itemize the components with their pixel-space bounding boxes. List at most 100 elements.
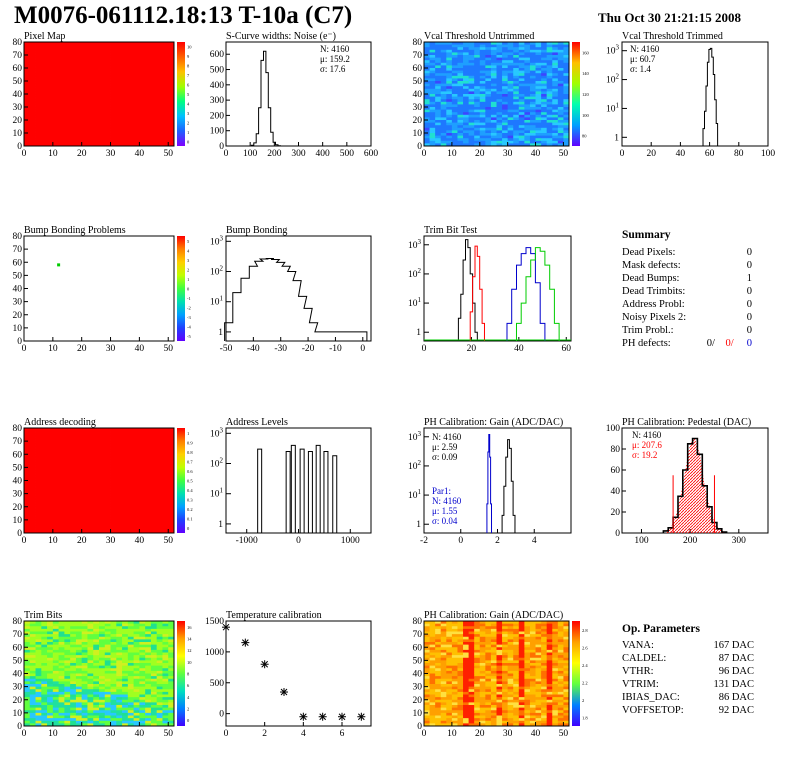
heatmap-cell (24, 634, 31, 638)
heatmap-cell (507, 86, 514, 90)
heatmap-cell (35, 660, 42, 664)
heatmap-cell (52, 655, 60, 659)
heatmap-cell (93, 697, 100, 701)
heatmap-cell (104, 628, 111, 632)
heatmap-cell (81, 670, 88, 674)
heatmap-cell (93, 88, 100, 92)
heatmap-cell (552, 127, 559, 131)
heatmap-cell (563, 55, 570, 58)
heatmap-cell (145, 501, 152, 505)
heatmap-cell (52, 42, 60, 45)
heatmap-cell (463, 114, 470, 118)
heatmap-cell (41, 498, 48, 502)
heatmap-cell (496, 699, 503, 703)
heatmap-cell (162, 464, 169, 468)
heatmap-cell (47, 517, 54, 521)
heatmap-cell (64, 101, 71, 105)
heatmap-cell (70, 715, 77, 719)
heatmap-cell (162, 644, 169, 648)
heatmap-cell (99, 94, 106, 97)
heatmap-cell (541, 143, 548, 147)
x-tick-label: 0 (422, 149, 427, 159)
heatmap-cell (116, 104, 123, 108)
heatmap-cell (451, 626, 458, 630)
heatmap-cell (541, 99, 548, 103)
heatmap-cell (104, 634, 111, 638)
heatmap-cell (563, 42, 570, 45)
heatmap-cell (429, 83, 436, 87)
heatmap-cell (139, 109, 146, 113)
heatmap-cell (133, 438, 140, 442)
z-tick-label: 0 (187, 526, 190, 531)
heatmap-cell (435, 94, 442, 97)
heatmap-cell (440, 47, 447, 51)
heatmap-cell (496, 135, 503, 139)
heatmap-cell (496, 130, 503, 134)
heatmap-cell (485, 678, 492, 682)
heatmap-cell (41, 133, 48, 136)
heatmap-cell (518, 122, 525, 126)
heatmap-cell (156, 491, 163, 495)
heatmap-cell (168, 723, 175, 727)
heatmap-cell (485, 649, 492, 653)
heatmap-cell (64, 710, 71, 714)
heatmap-cell (133, 649, 140, 653)
heatmap-cell (156, 451, 163, 455)
z-tick-label: 100 (582, 113, 590, 118)
heatmap-cell (104, 94, 111, 97)
heatmap-cell (145, 626, 152, 630)
heatmap-cell (81, 634, 88, 638)
heatmap-cell (435, 660, 442, 664)
heatmap-cell (435, 127, 442, 131)
heatmap-cell (104, 68, 111, 71)
heatmap-cell (87, 117, 94, 121)
heatmap-cell (529, 62, 536, 66)
heatmap-cell (47, 642, 54, 646)
heatmap-cell (150, 702, 158, 706)
heatmap-cell (546, 70, 553, 74)
heatmap-cell (70, 42, 77, 45)
heatmap-cell (145, 504, 152, 508)
heatmap-cell (64, 636, 71, 640)
heatmap-cell (127, 705, 135, 709)
heatmap-cell (468, 705, 475, 709)
heatmap-cell (41, 99, 48, 103)
heatmap-cell (502, 122, 509, 126)
x-tick-label: 30 (106, 536, 116, 546)
heatmap-cell (133, 525, 140, 529)
heatmap-cell (70, 634, 77, 638)
heatmap-cell (47, 514, 54, 518)
heatmap-cell (457, 62, 464, 66)
heatmap-cell (104, 81, 111, 84)
y-tick-label: 50 (13, 271, 23, 281)
heatmap-cell (35, 483, 42, 487)
heatmap-cell (116, 483, 123, 487)
heatmap-cell (552, 125, 559, 129)
heatmap-cell (490, 694, 497, 698)
heatmap-cell (29, 91, 36, 95)
heatmap-cell (110, 456, 117, 460)
heatmap-cell (513, 135, 520, 139)
heatmap-cell (139, 467, 146, 471)
heatmap-cell (535, 65, 542, 69)
heatmap-cell (47, 446, 54, 450)
heatmap-cell (440, 634, 447, 638)
heatmap-cell (435, 138, 442, 142)
heatmap-cell (440, 135, 447, 139)
heatmap-cell (58, 70, 65, 74)
heatmap-cell (122, 52, 129, 56)
heatmap-cell (70, 55, 77, 58)
heatmap-cell (87, 70, 94, 74)
heatmap-cell (150, 112, 158, 116)
dead-bump-marker (57, 263, 61, 267)
z-tick-label: -3 (187, 315, 191, 320)
heatmap-cell (468, 88, 475, 92)
heatmap-cell (479, 715, 486, 719)
heatmap-cell (29, 130, 36, 134)
heatmap-cell (168, 668, 175, 672)
heatmap-cell (70, 96, 77, 100)
heatmap-cell (75, 628, 83, 632)
heatmap-cell (29, 99, 36, 103)
heatmap-cell (104, 96, 111, 100)
heatmap-cell (47, 628, 54, 632)
